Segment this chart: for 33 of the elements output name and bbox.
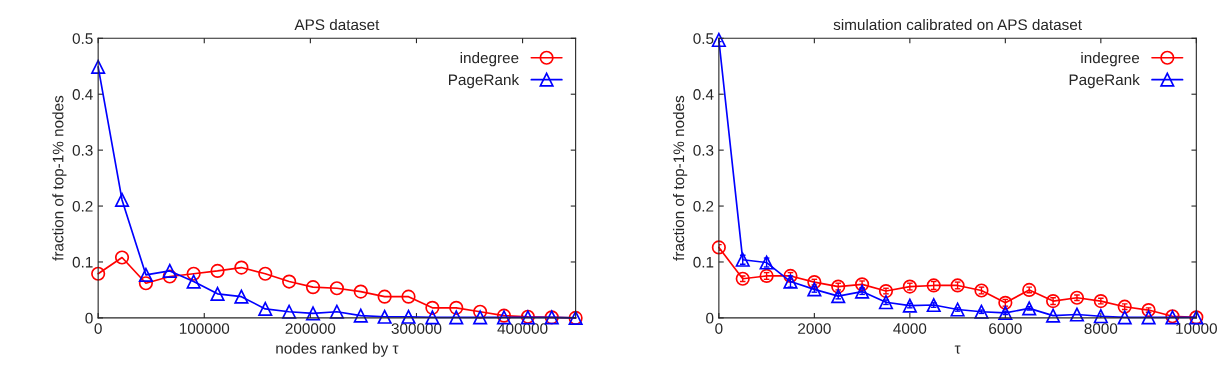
y-tick-label: 0 [85, 312, 93, 324]
x-tick-label: 2000 [798, 323, 831, 334]
y-tick-label: 0.4 [72, 89, 93, 100]
x-tick-label: 400000 [497, 323, 548, 334]
x-tick-label: 200000 [285, 323, 336, 334]
y-tick-label: 0.3 [72, 145, 93, 156]
x-tick-label: 300000 [391, 323, 442, 334]
legend-label: PageRank [1069, 73, 1140, 89]
y-tick-label: 0.1 [693, 256, 714, 268]
x-tick-label: 4000 [893, 323, 927, 334]
y-tick-label: 0.4 [693, 89, 714, 100]
x-tick-label: 10000 [1176, 323, 1217, 334]
chart-title: simulation calibrated on APS dataset [833, 18, 1082, 31]
x-tick-label: 6000 [989, 323, 1022, 334]
y-tick-label: 0.5 [72, 33, 93, 44]
x-tick-label: 100000 [179, 323, 230, 334]
x-axis-title: τ [954, 345, 961, 354]
x-tick-label: 0 [715, 323, 723, 334]
x-axis-title: nodes ranked by τ [276, 342, 399, 357]
y-axis-title: fraction of top-1% nodes [52, 95, 67, 261]
y-tick-label: 0.1 [72, 256, 93, 268]
y-tick-label: 0.3 [693, 145, 714, 156]
y-tick-label: 0.2 [72, 200, 93, 212]
legend-label: PageRank [449, 73, 520, 89]
legend-label: indegree [460, 52, 519, 67]
legend-label: indegree [1081, 52, 1140, 67]
chart-title: APS dataset [294, 18, 380, 31]
y-axis-title: fraction of top-1% nodes [672, 95, 688, 261]
x-tick-label: 8000 [1084, 323, 1118, 334]
y-tick-label: 0.2 [693, 200, 714, 212]
y-tick-label: 0.5 [693, 33, 714, 44]
y-tick-label: 0 [706, 312, 714, 324]
x-tick-label: 0 [94, 323, 102, 334]
